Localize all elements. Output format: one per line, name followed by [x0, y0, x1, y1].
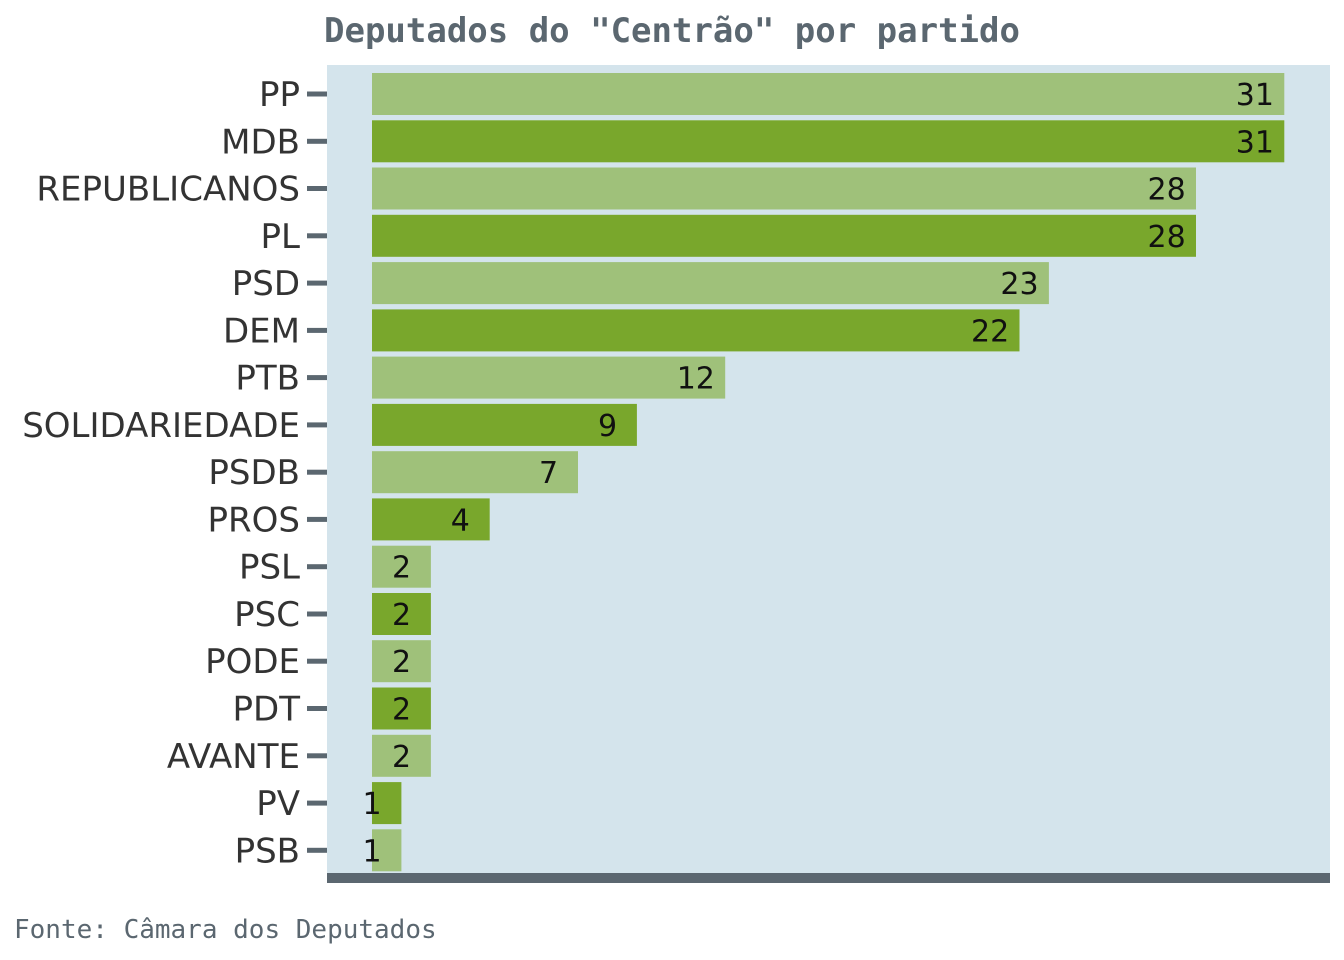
bar-solidariedade — [372, 403, 637, 446]
y-axis-labels: PP MDB REPUBLICANOS PL PSD DEM PTB SOLIDARIEDAD… — [22, 75, 300, 871]
y-tick — [307, 469, 327, 475]
bar-value-label: 9 — [598, 409, 617, 444]
bar-value-label: 28 — [1148, 173, 1186, 208]
y-tick-label: PSDB — [208, 453, 300, 493]
y-tick-label: PP — [259, 75, 300, 115]
bar-psdb — [372, 451, 578, 494]
y-tick-label: PODE — [205, 642, 300, 682]
y-tick — [307, 280, 327, 286]
y-tick-label: PV — [256, 784, 300, 824]
y-tick — [307, 327, 327, 333]
y-tick-label: MDB — [221, 122, 300, 162]
bar-pl — [372, 214, 1196, 257]
x-axis-line — [327, 873, 1330, 883]
y-tick — [307, 706, 327, 711]
chart-caption: Fonte: Câmara dos Deputados — [14, 915, 437, 945]
y-tick — [307, 422, 327, 428]
bar-psd — [372, 262, 1049, 305]
y-tick-label: PROS — [208, 500, 300, 540]
y-tick-label: PDT — [233, 690, 301, 730]
y-tick — [307, 138, 327, 144]
bar-pros — [372, 498, 490, 541]
y-tick-label: PSC — [234, 595, 300, 635]
y-tick — [307, 375, 327, 381]
y-tick — [307, 91, 327, 97]
bar-pdt — [372, 687, 431, 730]
bar-mdb — [372, 120, 1285, 163]
chart-title: Deputados do "Centrão" por partido — [324, 11, 1020, 51]
bar-value-label: 22 — [971, 314, 1009, 349]
bar-value-label: 2 — [392, 740, 411, 775]
y-tick-label: PTB — [235, 359, 300, 399]
bar-psc — [372, 593, 431, 635]
y-tick — [307, 516, 327, 522]
bar-pv — [372, 782, 402, 825]
bar-value-label: 7 — [539, 456, 558, 491]
bar-dem — [372, 309, 1020, 352]
bars-layer — [372, 73, 1285, 872]
bar-ptb — [372, 356, 726, 399]
bar-value-label: 2 — [392, 645, 411, 680]
bar-value-label: 1 — [362, 834, 381, 869]
y-tick — [307, 658, 327, 664]
bar-value-label: 2 — [392, 598, 411, 633]
y-tick-label: AVANTE — [167, 737, 300, 777]
y-tick — [307, 233, 327, 239]
y-tick — [307, 186, 327, 191]
y-tick-label: PSB — [235, 831, 300, 871]
bar-psb — [372, 829, 402, 872]
bar-value-label: 31 — [1236, 125, 1274, 160]
bar-psl — [372, 545, 431, 588]
bar-avante — [372, 734, 431, 777]
bar-republicanos — [372, 167, 1196, 210]
bar-value-label: 2 — [392, 551, 411, 586]
y-tick-label: PSL — [239, 548, 300, 588]
bar-value-label: 2 — [392, 693, 411, 728]
y-tick-label: DEM — [223, 311, 300, 351]
y-tick-label: PSD — [232, 264, 300, 304]
y-tick — [307, 753, 327, 759]
bar-value-label: 4 — [451, 503, 470, 538]
y-tick — [307, 611, 327, 617]
y-tick — [307, 847, 327, 853]
bar-pode — [372, 640, 431, 683]
bar-value-label: 28 — [1148, 220, 1186, 255]
y-tick — [307, 800, 327, 806]
bar-value-label: 31 — [1236, 78, 1274, 113]
bar-pp — [372, 73, 1285, 115]
y-tick-label: REPUBLICANOS — [36, 170, 300, 210]
y-tick-label: PL — [261, 217, 301, 257]
bar-value-label: 12 — [677, 362, 715, 397]
y-axis-ticks — [307, 91, 327, 853]
y-tick-label: SOLIDARIEDADE — [22, 406, 300, 446]
bar-value-label: 23 — [1000, 267, 1038, 302]
bar-value-label: 1 — [362, 787, 381, 822]
y-tick — [307, 564, 327, 570]
